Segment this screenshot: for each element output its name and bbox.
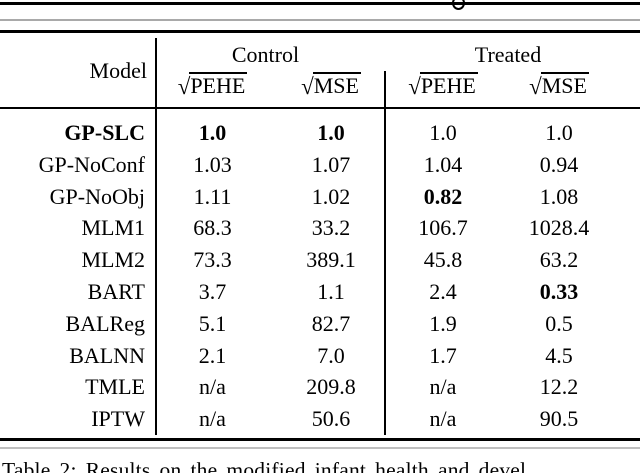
value-cell: 389.1: [306, 247, 356, 273]
scan-artifact-line: [0, 447, 640, 449]
column-header-treated-rmse: √MSE: [529, 72, 589, 99]
value-cell: 1.0: [545, 120, 573, 145]
value-cell: 3.7: [198, 278, 227, 304]
value-cell: 1.9: [429, 310, 457, 336]
model-cell: MLM2: [81, 247, 145, 273]
value-cell: 5.1: [198, 310, 227, 336]
model-cell: GP-NoConf: [38, 151, 145, 177]
value-cell: 1.07: [311, 151, 351, 177]
value-cell: n/a: [199, 406, 226, 432]
value-cell: 2.4: [429, 278, 457, 304]
value-cell: 1.0: [317, 120, 345, 145]
column-header-treated-rpehe: √PEHE: [408, 72, 478, 99]
group-header-control: Control: [231, 42, 300, 67]
value-cell: 0.94: [539, 151, 579, 177]
value-cell: 0.5: [545, 310, 573, 336]
value-cell: 1.03: [193, 151, 232, 177]
table-caption: Table 2: Results on the modified infant …: [2, 458, 527, 473]
value-cell: 33.2: [311, 215, 351, 241]
table-body: GP-SLC 1.0 1.0 1.0 1.0 GP-NoConf 1.03 1.…: [0, 117, 640, 435]
table-row: TMLE n/a 209.8 n/a 12.2: [0, 371, 640, 403]
table-row: MLM1 68.3 33.2 106.7 1028.4: [0, 212, 640, 244]
value-cell: 1.04: [423, 151, 463, 177]
rule-above-table: [0, 2, 640, 5]
value-cell: 7.0: [317, 342, 345, 368]
value-cell: 1.08: [539, 183, 579, 209]
value-cell: n/a: [199, 374, 226, 400]
value-cell: 1028.4: [528, 215, 590, 241]
value-cell: 4.5: [545, 342, 573, 368]
model-cell: IPTW: [91, 406, 145, 432]
value-cell: 1.11: [193, 183, 232, 209]
column-header-control-rmse: √MSE: [301, 72, 361, 99]
model-cell: TMLE: [85, 374, 145, 400]
column-divider-control-treated: [384, 71, 386, 435]
value-cell: 12.2: [539, 374, 579, 400]
group-header-treated: Treated: [474, 42, 542, 67]
sqrt-symbol: √: [529, 74, 542, 99]
model-cell: BALNN: [69, 342, 145, 368]
column-header-model: Model: [89, 58, 147, 83]
sqrt-symbol: √: [177, 74, 191, 99]
model-cell: GP-NoObj: [49, 183, 145, 209]
value-cell: 1.02: [311, 183, 351, 209]
header-bottom-rule: [0, 107, 640, 109]
value-cell: 45.8: [423, 247, 463, 273]
model-cell: BART: [87, 278, 145, 304]
metric-header-row: √PEHE √MSE √PEHE √MSE: [157, 72, 616, 99]
value-cell: 0.33: [539, 278, 579, 304]
table-row: BALNN 2.1 7.0 1.7 4.5: [0, 340, 640, 372]
table-row: MLM2 73.3 389.1 45.8 63.2: [0, 244, 640, 276]
value-cell: 73.3: [193, 247, 232, 273]
value-cell: 1.1: [317, 278, 345, 304]
table-row: GP-NoObj 1.11 1.02 0.82 1.08: [0, 181, 640, 213]
value-cell: 1.0: [198, 120, 227, 145]
sqrt-symbol: √: [301, 74, 314, 99]
table-top-rule: [0, 30, 640, 33]
value-cell: 209.8: [306, 374, 356, 400]
value-cell: 90.5: [539, 406, 579, 432]
column-header-control-rpehe: √PEHE: [177, 72, 248, 99]
table-row: GP-NoConf 1.03 1.07 1.04 0.94: [0, 149, 640, 181]
value-cell: 63.2: [539, 247, 579, 273]
value-cell: 106.7: [418, 215, 468, 241]
column-divider-model: [155, 38, 157, 435]
sqrt-symbol: √: [408, 74, 421, 99]
value-cell: 1.7: [429, 342, 457, 368]
value-cell: 0.82: [423, 183, 463, 209]
value-cell: n/a: [429, 406, 457, 432]
value-cell: 82.7: [311, 310, 351, 336]
model-cell: BALReg: [65, 310, 145, 336]
table-bottom-rule: [0, 438, 640, 441]
scan-artifact-line: [0, 19, 640, 21]
table-row: GP-SLC 1.0 1.0 1.0 1.0: [0, 117, 640, 149]
value-cell: 68.3: [193, 215, 232, 241]
clipped-text-descender: [452, 0, 465, 10]
model-cell: GP-SLC: [64, 120, 145, 145]
table-row: IPTW n/a 50.6 n/a 90.5: [0, 403, 640, 435]
table-row: BART 3.7 1.1 2.4 0.33: [0, 276, 640, 308]
value-cell: n/a: [429, 374, 457, 400]
value-cell: 1.0: [429, 120, 457, 145]
value-cell: 2.1: [198, 342, 227, 368]
model-cell: MLM1: [81, 215, 145, 241]
value-cell: 50.6: [311, 406, 351, 432]
table-row: BALReg 5.1 82.7 1.9 0.5: [0, 308, 640, 340]
